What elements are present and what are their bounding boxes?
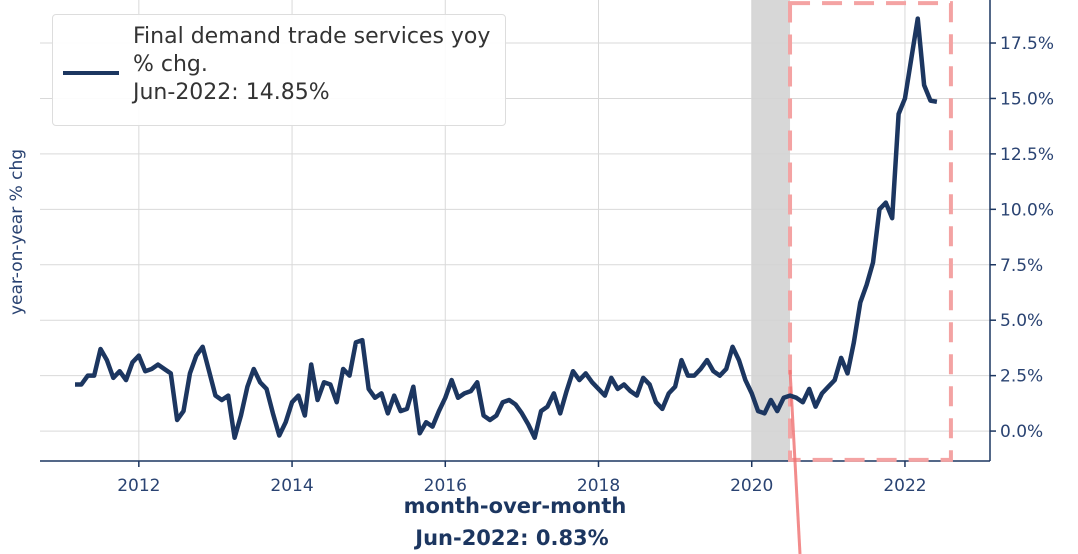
y-tick-label: 17.5% [1000,34,1054,54]
x-tick-label: 2012 [117,476,160,496]
annotation: month-over-month [404,494,627,518]
pointer-line [788,369,802,554]
y-tick-label: 10.0% [1000,200,1054,220]
legend-swatch [63,71,119,75]
y-axis-label: year-on-year % chg [7,149,27,315]
data-line [75,16,938,440]
x-tick-label: 2022 [883,476,926,496]
legend-text: Final demand trade services yoy % chg. Ju… [133,23,503,107]
x-tick-label: 2016 [424,476,467,496]
y-tick-label: 7.5% [1000,256,1043,276]
x-tick-label: 2020 [730,476,773,496]
legend: Final demand trade services yoy % chg. Ju… [52,14,506,126]
recession-band [751,0,791,461]
y-tick-label: 12.5% [1000,145,1054,165]
x-tick-label: 2018 [577,476,620,496]
y-tick-label: 2.5% [1000,367,1043,387]
annotation: Jun-2022: 0.83% [413,526,608,550]
y-tick-label: 5.0% [1000,311,1043,331]
legend-note: Jun-2022: 14.85% [133,80,330,105]
x-tick-label: 2014 [270,476,313,496]
highlight-box [788,1,953,462]
legend-label: Final demand trade services yoy % chg. [133,24,491,77]
y-tick-label: 15.0% [1000,89,1054,109]
y-tick-label: 0.0% [1000,422,1043,442]
